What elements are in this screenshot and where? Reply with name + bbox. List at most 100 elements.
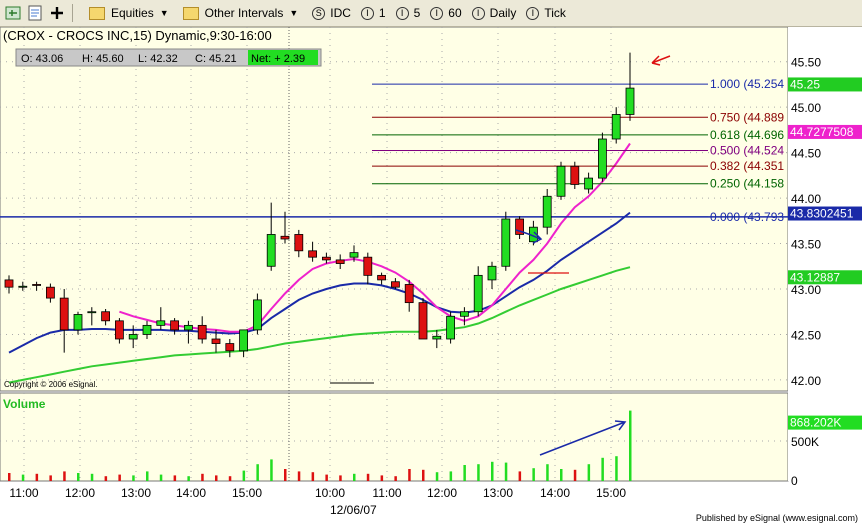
- high-value: H: 45.60: [82, 53, 124, 65]
- ma-blue-line: [8, 211, 631, 354]
- candle-body: [501, 218, 511, 267]
- price-tick-label: 42.50: [791, 328, 821, 342]
- volume-bar: [284, 469, 287, 481]
- net-value: Net: + 2.39: [251, 53, 305, 65]
- volume-bar: [601, 457, 604, 481]
- equities-label: Equities: [111, 6, 154, 20]
- interval-button-tick[interactable]: I Tick: [526, 6, 566, 20]
- price-badge-text: 43.8302451: [790, 207, 854, 221]
- volume-bar: [546, 464, 549, 481]
- interval-button-60[interactable]: I 60: [430, 6, 462, 20]
- volume-bar: [615, 456, 618, 481]
- volume-bar: [380, 475, 384, 481]
- candle-body: [584, 177, 593, 190]
- volume-bar: [422, 469, 425, 481]
- candle-body: [515, 218, 524, 235]
- volume-tick-label: 500K: [791, 435, 819, 449]
- volume-bar: [587, 464, 591, 481]
- interval-button-daily[interactable]: I Daily: [471, 6, 516, 20]
- fib-label: 0.500 (44.524: [710, 143, 784, 157]
- price-tick-label: 44.50: [791, 147, 821, 161]
- fib-label: 0.618 (44.696: [710, 128, 784, 142]
- time-tick-label: 12:00: [427, 486, 457, 500]
- candle-body: [252, 299, 262, 331]
- idc-label: IDC: [330, 6, 351, 20]
- candle-body: [73, 314, 83, 331]
- interval-button-5[interactable]: I 5: [395, 6, 420, 20]
- candle-body: [459, 311, 469, 317]
- page-icon[interactable]: [26, 4, 44, 22]
- candle-body: [211, 338, 221, 344]
- candle-body: [46, 286, 55, 299]
- low-value: L: 42.32: [138, 53, 178, 65]
- candle-body: [625, 87, 635, 115]
- time-tick-label: 14:00: [540, 486, 570, 500]
- add-icon[interactable]: [48, 4, 66, 22]
- candle-body: [142, 324, 152, 335]
- volume-bar: [311, 472, 315, 481]
- intervals-dropdown[interactable]: Other Intervals ▼: [179, 3, 303, 23]
- candle-body: [377, 274, 387, 281]
- candle-body: [294, 234, 304, 252]
- ma-green-line: [8, 266, 631, 384]
- time-tick-label: 13:00: [483, 486, 513, 500]
- volume-bar: [118, 474, 121, 481]
- annotation-arrow-icon: [651, 55, 671, 66]
- candle-body: [446, 315, 456, 340]
- candle-body: [473, 274, 483, 313]
- equities-dropdown[interactable]: Equities ▼: [85, 3, 173, 23]
- interval-60-label: 60: [448, 6, 462, 20]
- axis-labels: 45.50 45.00 44.50 44.00 43.50 43.00 42.50 42.00…: [9, 56, 821, 500]
- candle-body: [611, 114, 621, 140]
- volume-badge-text: 868.202K: [790, 416, 841, 430]
- volume-bar: [353, 473, 356, 481]
- price-badge-text: 44.7277508: [790, 125, 854, 139]
- time-tick-label: 12:00: [65, 486, 95, 500]
- net-badge: [248, 50, 318, 65]
- price-tick-label: 42.00: [791, 374, 821, 388]
- circle-i-icon: I: [360, 6, 374, 20]
- symbol-button-idc[interactable]: S IDC: [312, 6, 351, 20]
- price-tick-label: 45.50: [791, 56, 821, 70]
- candle-body: [128, 334, 138, 340]
- volume-bar: [504, 462, 508, 481]
- volume-bar: [297, 471, 301, 481]
- fib-label: 0.382 (44.351: [710, 159, 784, 173]
- time-tick-label: 13:00: [121, 486, 151, 500]
- candle-body: [418, 302, 428, 340]
- folder-icon: [89, 6, 105, 20]
- candle-body: [32, 284, 41, 286]
- candle-body: [59, 297, 69, 331]
- price-tick-label: 43.00: [791, 283, 821, 297]
- volume-bar: [242, 470, 246, 481]
- volume-bar: [104, 476, 108, 481]
- toolbar: Equities ▼ Other Intervals ▼ S IDC I 1 I…: [0, 0, 862, 27]
- volume-arrow-icon: [539, 420, 627, 456]
- price-badges: 45.25 44.7277508 43.8302451 43.12887 868.202…: [788, 77, 862, 430]
- interval-tick-label: Tick: [544, 6, 566, 20]
- open-value: O: 43.06: [21, 53, 63, 65]
- folder-icon: [182, 6, 199, 20]
- published-text: Published by eSignal (www.esignal.com): [696, 513, 858, 523]
- volume-bar: [8, 473, 11, 481]
- price-tick-label: 43.50: [791, 238, 821, 252]
- interval-button-1[interactable]: I 1: [360, 6, 386, 20]
- candle-body: [432, 335, 442, 340]
- volume-bar: [408, 469, 411, 481]
- chevron-down-icon: ▼: [159, 8, 169, 18]
- fib-label: 0.000 (43.793: [710, 210, 784, 224]
- price-chart[interactable]: (CROX - CROCS INC,15) Dynamic,9:30-16:00…: [0, 27, 862, 525]
- copyright-text: Copyright © 2006 eSignal.: [4, 380, 98, 389]
- candle-body: [18, 285, 28, 288]
- volume-bar: [560, 469, 563, 481]
- volume-badge: [788, 415, 862, 430]
- candle-body: [542, 195, 552, 228]
- link-icon[interactable]: [4, 4, 22, 22]
- circle-s-icon: S: [312, 6, 326, 20]
- date-label: 12/06/07: [330, 503, 377, 517]
- volume-tick-label: 0: [791, 474, 798, 488]
- volume-bar: [339, 475, 342, 481]
- price-badge-text: 45.25: [790, 77, 820, 91]
- volume-bar: [215, 475, 218, 481]
